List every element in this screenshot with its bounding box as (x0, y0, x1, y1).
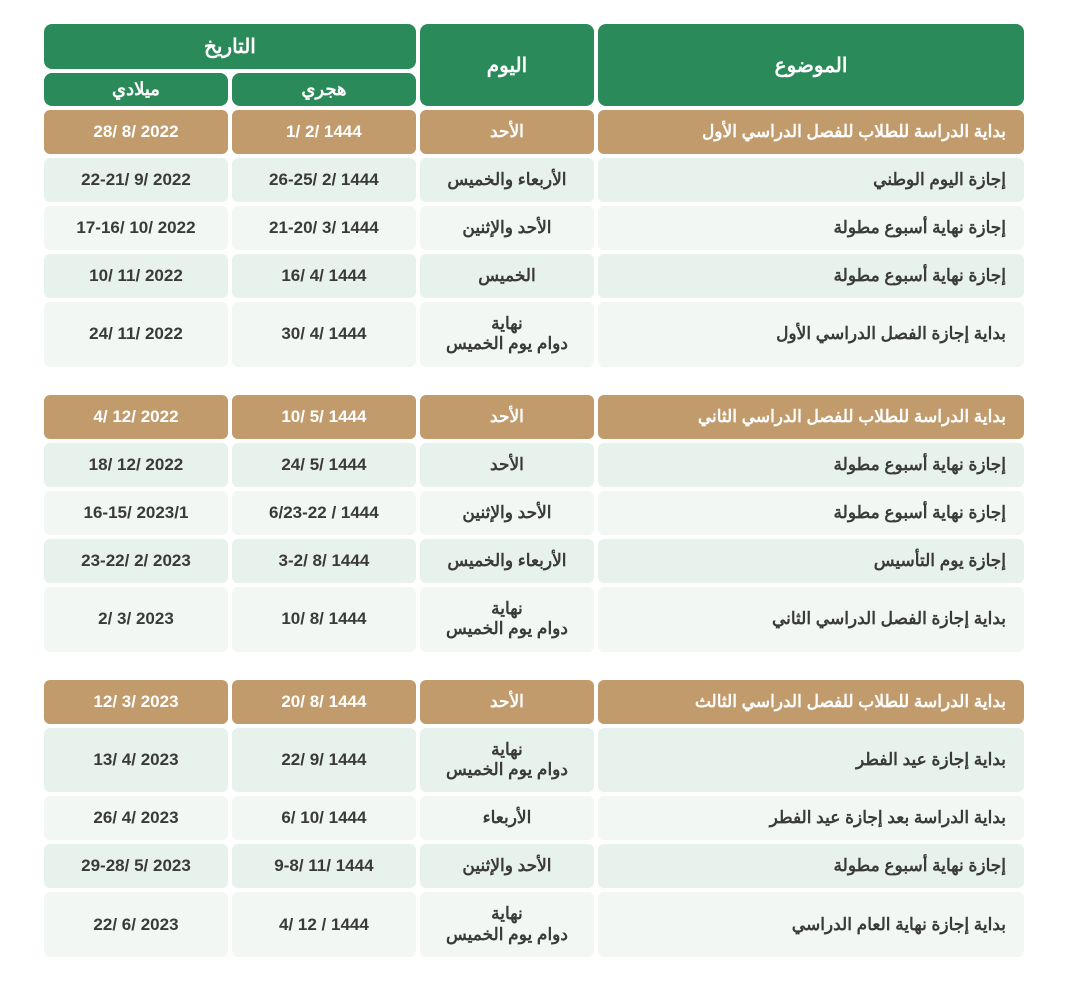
gregorian-cell: 2023 /5 /29-28 (44, 844, 228, 888)
table-row: بداية إجازة الفصل الدراسي الأولنهايةدوام… (44, 302, 1024, 367)
table-row: إجازة نهاية أسبوع مطولةالأحد والإثنين144… (44, 844, 1024, 888)
subject-cell: إجازة نهاية أسبوع مطولة (598, 254, 1024, 298)
hijri-cell: 1444 /3 /21-20 (232, 206, 416, 250)
table-header: الموضوع اليوم التاريخ هجري ميلادي (44, 24, 1024, 106)
table-row: بداية الدراسة للطلاب للفصل الدراسي الأول… (44, 110, 1024, 154)
day-cell: الأربعاء والخميس (420, 539, 594, 583)
gregorian-cell: 2022 /9 /22-21 (44, 158, 228, 202)
header-date: التاريخ (44, 24, 416, 69)
hijri-cell: 1444 /8 /20 (232, 680, 416, 724)
table-row: بداية إجازة نهاية العام الدراسينهايةدوام… (44, 892, 1024, 957)
hijri-cell: 1444 /2 /1 (232, 110, 416, 154)
day-cell: نهايةدوام يوم الخميس (420, 728, 594, 793)
day-cell: نهايةدوام يوم الخميس (420, 302, 594, 367)
table-row: إجازة اليوم الوطنيالأربعاء والخميس1444 /… (44, 158, 1024, 202)
subject-cell: بداية إجازة عيد الفطر (598, 728, 1024, 793)
hijri-cell: 1444 /11 /9-8 (232, 844, 416, 888)
table-row: إجازة يوم التأسيسالأربعاء والخميس1444 /8… (44, 539, 1024, 583)
day-cell: الأحد والإثنين (420, 491, 594, 535)
table-row: بداية إجازة عيد الفطرنهايةدوام يوم الخمي… (44, 728, 1024, 793)
table-body: بداية الدراسة للطلاب للفصل الدراسي الأول… (44, 110, 1024, 957)
gregorian-cell: 2022 /11 /10 (44, 254, 228, 298)
hijri-cell: 1444 /8 /10 (232, 587, 416, 652)
gregorian-cell: 2023 /3 /2 (44, 587, 228, 652)
gregorian-cell: 2023/1 /16-15 (44, 491, 228, 535)
gregorian-cell: 2023 /3 /12 (44, 680, 228, 724)
day-cell: الأحد (420, 110, 594, 154)
gregorian-cell: 2022 /11 /24 (44, 302, 228, 367)
day-cell: الأحد (420, 443, 594, 487)
table-row: بداية الدراسة بعد إجازة عيد الفطرالأربعا… (44, 796, 1024, 840)
subject-cell: إجازة نهاية أسبوع مطولة (598, 844, 1024, 888)
gregorian-cell: 2023 /2 /23-22 (44, 539, 228, 583)
day-cell: الأحد والإثنين (420, 844, 594, 888)
day-cell: الأحد (420, 395, 594, 439)
gregorian-cell: 2022 /8 /28 (44, 110, 228, 154)
group-spacer (44, 371, 1024, 391)
subject-cell: بداية إجازة نهاية العام الدراسي (598, 892, 1024, 957)
subject-cell: بداية الدراسة للطلاب للفصل الدراسي الثان… (598, 395, 1024, 439)
table-row: بداية الدراسة للطلاب للفصل الدراسي الثال… (44, 680, 1024, 724)
subject-cell: إجازة نهاية أسبوع مطولة (598, 443, 1024, 487)
subject-cell: بداية الدراسة للطلاب للفصل الدراسي الأول (598, 110, 1024, 154)
gregorian-cell: 2022 /12 /18 (44, 443, 228, 487)
subject-cell: إجازة يوم التأسيس (598, 539, 1024, 583)
gregorian-cell: 2023 /4 /26 (44, 796, 228, 840)
subject-cell: بداية الدراسة للطلاب للفصل الدراسي الثال… (598, 680, 1024, 724)
header-hijri: هجري (232, 73, 416, 106)
subject-cell: إجازة اليوم الوطني (598, 158, 1024, 202)
table-row: إجازة نهاية أسبوع مطولةالأحد والإثنين144… (44, 491, 1024, 535)
group-spacer (44, 656, 1024, 676)
day-cell: الأحد والإثنين (420, 206, 594, 250)
gregorian-cell: 2023 /6 /22 (44, 892, 228, 957)
subject-cell: إجازة نهاية أسبوع مطولة (598, 491, 1024, 535)
hijri-cell: 1444 /4 /30 (232, 302, 416, 367)
gregorian-cell: 2022 /10 /17-16 (44, 206, 228, 250)
subject-cell: بداية الدراسة بعد إجازة عيد الفطر (598, 796, 1024, 840)
hijri-cell: 1444 /2 /26-25 (232, 158, 416, 202)
subject-cell: بداية إجازة الفصل الدراسي الأول (598, 302, 1024, 367)
hijri-cell: 1444 /8 /3-2 (232, 539, 416, 583)
subject-cell: إجازة نهاية أسبوع مطولة (598, 206, 1024, 250)
day-cell: الخميس (420, 254, 594, 298)
subject-cell: بداية إجازة الفصل الدراسي الثاني (598, 587, 1024, 652)
hijri-cell: 1444 /5 /10 (232, 395, 416, 439)
hijri-cell: 1444 / 6/23-22 (232, 491, 416, 535)
day-cell: نهايةدوام يوم الخميس (420, 892, 594, 957)
day-cell: الأحد (420, 680, 594, 724)
hijri-cell: 1444 /9 /22 (232, 728, 416, 793)
table-row: إجازة نهاية أسبوع مطولةالأحد والإثنين144… (44, 206, 1024, 250)
academic-calendar-table: الموضوع اليوم التاريخ هجري ميلادي بداية … (40, 20, 1028, 961)
hijri-cell: 1444 / 12 /4 (232, 892, 416, 957)
gregorian-cell: 2022 /12 /4 (44, 395, 228, 439)
hijri-cell: 1444 /10 /6 (232, 796, 416, 840)
spacer-cell (44, 371, 1024, 391)
header-day: اليوم (420, 24, 594, 106)
day-cell: نهايةدوام يوم الخميس (420, 587, 594, 652)
day-cell: الأربعاء والخميس (420, 158, 594, 202)
table-row: إجازة نهاية أسبوع مطولةالأحد1444 /5 /242… (44, 443, 1024, 487)
day-cell: الأربعاء (420, 796, 594, 840)
table-row: بداية الدراسة للطلاب للفصل الدراسي الثان… (44, 395, 1024, 439)
hijri-cell: 1444 /5 /24 (232, 443, 416, 487)
hijri-cell: 1444 /4 /16 (232, 254, 416, 298)
table-row: بداية إجازة الفصل الدراسي الثانينهايةدوا… (44, 587, 1024, 652)
table-row: إجازة نهاية أسبوع مطولةالخميس1444 /4 /16… (44, 254, 1024, 298)
header-subject: الموضوع (598, 24, 1024, 106)
spacer-cell (44, 656, 1024, 676)
gregorian-cell: 2023 /4 /13 (44, 728, 228, 793)
header-gregorian: ميلادي (44, 73, 228, 106)
